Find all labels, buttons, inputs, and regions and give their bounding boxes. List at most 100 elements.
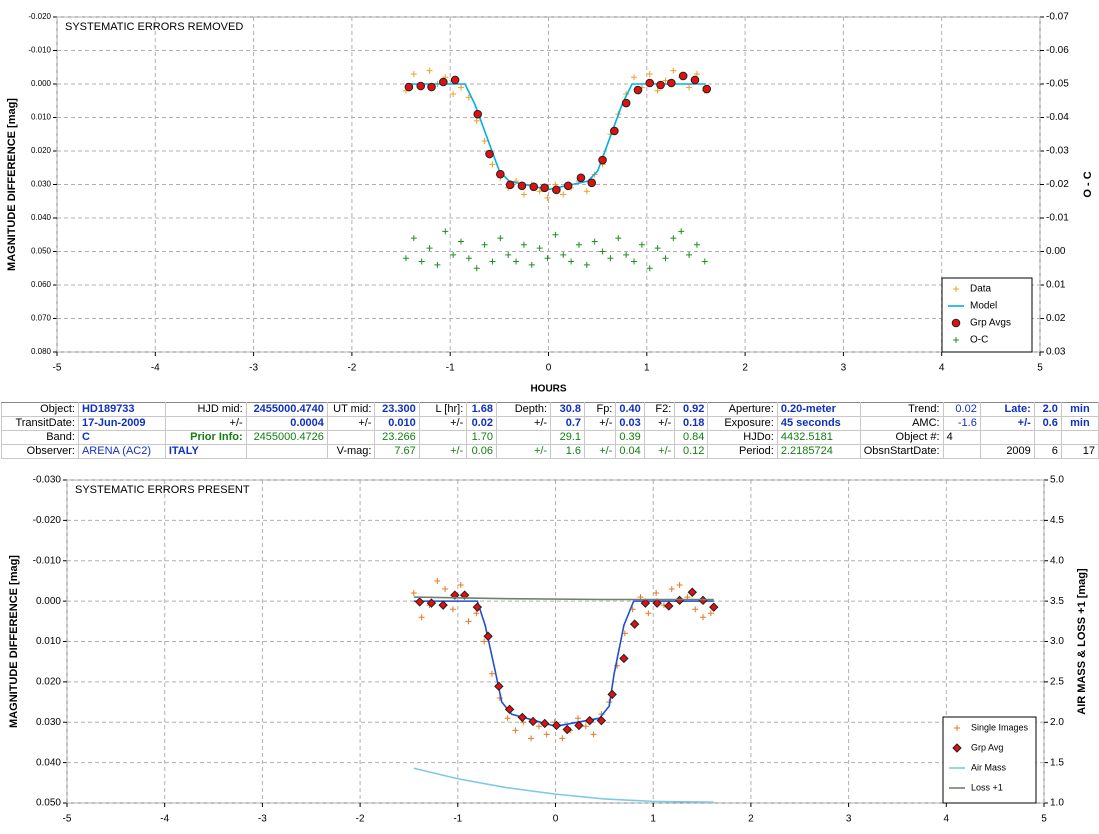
- series-line: [413, 767, 714, 803]
- data-point: [485, 149, 494, 159]
- legend-swatch: [953, 286, 959, 292]
- table-cell: +/-: [643, 444, 676, 459]
- y2-tick-label: 1.5: [1050, 757, 1064, 768]
- y-tick-label: 0.010: [31, 113, 52, 122]
- table-cell: HJD mid:: [164, 402, 247, 417]
- table-cell: 2.2185724: [776, 444, 861, 459]
- data-point: [678, 71, 688, 81]
- table-cell: Fp:: [584, 402, 617, 417]
- data-point: [619, 653, 629, 664]
- data-point: [656, 80, 665, 90]
- y2-tick-label: 2.5: [1050, 677, 1064, 688]
- table-cell: ARENA (AC2): [77, 444, 166, 459]
- data-point: [450, 590, 460, 600]
- data-point: [646, 265, 653, 272]
- table-cell: +/-: [643, 416, 676, 431]
- data-point: [621, 98, 631, 108]
- data-point: [450, 75, 460, 85]
- data-point: [633, 85, 643, 95]
- x-tick-label: -2: [347, 363, 356, 374]
- table-cell: 1.6: [550, 444, 586, 459]
- data-point: [676, 581, 683, 588]
- y2-tick-label: -0.04: [1046, 112, 1069, 123]
- data-point: [582, 723, 589, 730]
- y2-tick-label: -0.05: [1046, 79, 1069, 90]
- y-axis-label: MAGNITUDE DIFFERENCE [mag]: [8, 555, 20, 728]
- data-point: [465, 618, 472, 625]
- table-cell: min: [1060, 402, 1099, 417]
- y2-tick-label: -0.01: [1046, 213, 1069, 224]
- x-axis-label: HOURS: [530, 384, 566, 395]
- legend-label: Model: [970, 301, 997, 312]
- data-point: [540, 183, 549, 193]
- table-cell: [584, 430, 617, 445]
- table-row: TransitDate: 17-Jun-2009 +/- 0.0004 +/- 0.010…: [1, 416, 1099, 431]
- table-cell: +/-: [164, 416, 247, 431]
- data-point: [653, 590, 660, 597]
- y2-tick-label: 0.03: [1046, 347, 1066, 358]
- data-point: [418, 614, 425, 621]
- data-point: [562, 724, 572, 735]
- table-cell: [245, 444, 328, 459]
- data-point: [439, 77, 448, 87]
- table-cell: 1.68: [466, 402, 497, 417]
- y-tick-label: 0.010: [36, 636, 61, 647]
- x-tick-label: -4: [160, 814, 169, 825]
- y-axis-label: MAGNITUDE DIFFERENCE [mag]: [6, 98, 18, 271]
- data-point: [552, 185, 561, 195]
- y2-tick-label: -0.06: [1046, 45, 1069, 56]
- table-cell: +/-: [584, 444, 617, 459]
- data-point: [560, 251, 567, 258]
- x-tick-label: 2: [742, 363, 748, 374]
- table-cell: 0.03: [615, 416, 645, 431]
- table-cell: +/-: [418, 444, 468, 459]
- data-point: [427, 82, 436, 92]
- data-point: [418, 258, 425, 265]
- x-tick-label: 1: [644, 363, 650, 374]
- table-cell: [643, 430, 676, 445]
- table-cell: 29.1: [550, 430, 586, 445]
- data-point: [528, 716, 538, 727]
- y2-tick-label: 4.5: [1050, 515, 1064, 526]
- data-point: [496, 169, 505, 179]
- data-point: [520, 191, 527, 198]
- table-cell: 0.02: [942, 402, 981, 417]
- y2-axis-label: AIR MASS & LOSS +1 [mag]: [1076, 568, 1088, 715]
- table-cell: Prior Info:: [164, 430, 247, 445]
- data-point: [513, 258, 520, 265]
- table-cell: 23.300: [374, 402, 420, 417]
- data-point: [457, 581, 464, 588]
- data-point: [552, 231, 559, 238]
- table-cell: +/-: [495, 416, 552, 431]
- data-point: [563, 181, 573, 191]
- data-point: [414, 597, 425, 607]
- data-point: [512, 727, 519, 734]
- data-point: [575, 241, 582, 248]
- y-tick-label: 0.070: [31, 314, 52, 323]
- y-tick-label: 0.030: [36, 717, 61, 728]
- data-point: [654, 245, 661, 252]
- y2-tick-label: 3.5: [1050, 596, 1064, 607]
- data-point: [640, 598, 651, 608]
- data-point: [481, 241, 488, 248]
- table-cell: 23.266: [374, 430, 420, 445]
- y-tick-label: 0.050: [36, 798, 61, 809]
- data-point: [576, 173, 586, 183]
- y-tick-label: -0.020: [33, 515, 62, 526]
- data-point: [472, 602, 483, 612]
- x-tick-label: -1: [446, 363, 455, 374]
- table-cell: Band:: [1, 430, 79, 445]
- y2-tick-label: 3.0: [1050, 636, 1064, 647]
- y-tick-label: 0.030: [31, 180, 52, 189]
- data-point: [473, 610, 480, 617]
- table-cell: 30.8: [550, 402, 586, 417]
- table-cell: +/-: [584, 416, 617, 431]
- data-point: [520, 241, 527, 248]
- data-point: [540, 718, 550, 729]
- table-cell: Depth:: [495, 402, 552, 417]
- data-point: [686, 251, 693, 258]
- table-row: Object: HD189733 HJD mid: 2455000.4740 UT mi…: [1, 402, 1099, 417]
- data-point: [615, 235, 622, 242]
- y-tick-label: 0.040: [31, 213, 52, 222]
